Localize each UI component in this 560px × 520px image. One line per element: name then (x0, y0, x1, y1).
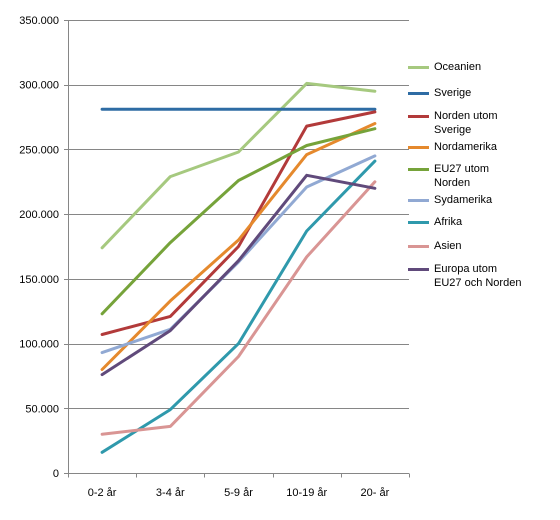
legend-label: Norden utom (434, 110, 498, 122)
legend-swatch (408, 168, 429, 171)
legend-label: Europa utom (434, 263, 497, 275)
legend: Oceanien Sverige Norden utom Sverige Nor… (408, 60, 560, 290)
legend-item-sverige: Sverige (408, 86, 560, 100)
legend-item-sydamerika: Sydamerika (408, 193, 560, 207)
legend-swatch (408, 268, 429, 271)
legend-label: Sverige (434, 124, 472, 136)
legend-swatch (408, 245, 429, 248)
legend-label: Sydamerika (434, 194, 493, 206)
x-tick-label: 0-2 år (88, 487, 117, 499)
x-tick-label: 20- år (361, 487, 390, 499)
legend-label: Oceanien (434, 61, 482, 73)
series-line-eu27-utom-norden (100, 127, 377, 316)
x-axis-tick-labels: 0-2 år 3-4 år 5-9 år 10-19 år 20- år (88, 487, 390, 499)
legend-item-norden-utom-sverige: Norden utom Sverige (408, 109, 560, 137)
y-tick-label: 0 (53, 468, 59, 480)
y-tick-label: 150.000 (19, 274, 59, 286)
legend-label: EU27 och Norden (434, 277, 522, 289)
y-tick-label: 350.000 (19, 15, 59, 27)
y-tick-label: 300.000 (19, 80, 59, 92)
legend-item-eu27-utom-norden: EU27 utom Norden (408, 162, 560, 190)
x-tick-label: 10-19 år (286, 487, 327, 499)
x-tick-label: 5-9 år (224, 487, 253, 499)
legend-item-asien: Asien (408, 239, 560, 253)
x-tick-label: 3-4 år (156, 487, 185, 499)
series-line-europa-utom-eu27-och-norden (100, 173, 377, 377)
y-axis-tick-labels: 0 50.000 100.000 150.000 200.000 250.000 300.0… (19, 15, 59, 480)
legend-label: Norden (434, 177, 471, 189)
legend-swatch (408, 115, 429, 118)
legend-swatch (408, 146, 429, 149)
legend-item-oceanien: Oceanien (408, 60, 560, 74)
series-line-norden-utom-sverige (100, 110, 377, 336)
y-tick-label: 100.000 (19, 339, 59, 351)
series-line-asien (100, 180, 377, 436)
legend-label: EU27 utom (434, 163, 490, 175)
series-line-nordamerika (100, 122, 377, 371)
series-line-afrika (100, 159, 377, 454)
legend-label: Nordamerika (434, 141, 497, 153)
legend-item-afrika: Afrika (408, 215, 560, 229)
legend-label: Afrika (434, 216, 463, 228)
legend-swatch (408, 221, 429, 224)
axes (64, 20, 410, 478)
legend-swatch (408, 199, 429, 202)
series-lines (100, 81, 377, 454)
legend-swatch (408, 66, 429, 69)
legend-item-nordamerika: Nordamerika (408, 140, 560, 154)
y-tick-label: 50.000 (25, 403, 59, 415)
y-tick-label: 250.000 (19, 144, 59, 156)
legend-item-europa-utom-eu27-och-norden: Europa utom EU27 och Norden (408, 262, 560, 290)
y-tick-label: 200.000 (19, 209, 59, 221)
legend-swatch (408, 92, 429, 95)
legend-label: Asien (434, 240, 462, 252)
series-line-oceanien (100, 81, 377, 250)
legend-label: Sverige (434, 87, 472, 99)
